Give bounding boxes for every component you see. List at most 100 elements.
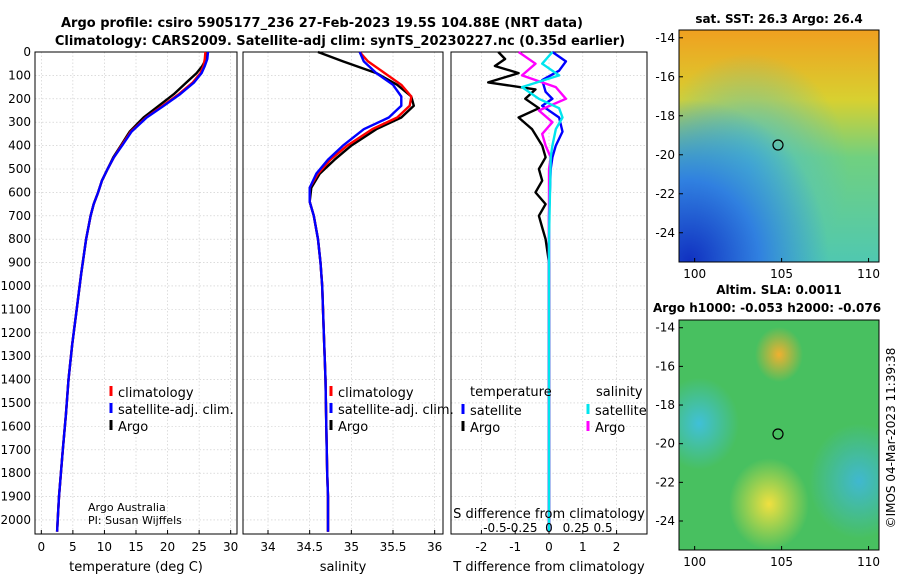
map-y-tick-label: -22 — [655, 475, 675, 489]
s-tick-label: 0.5 — [594, 521, 613, 535]
map-y-tick-label: -14 — [655, 31, 675, 45]
map-y-tick-label: -24 — [655, 514, 675, 528]
x-tick-label: 25 — [191, 540, 206, 554]
series-line-satellite-s — [520, 51, 564, 532]
x-tick-label: 36 — [427, 540, 442, 554]
sst-map — [678, 29, 880, 263]
x-axis-label: temperature (deg C) — [69, 560, 203, 575]
sla-map — [678, 319, 880, 551]
map-y-tick-label: -18 — [655, 398, 675, 412]
y-tick-label: 1500 — [0, 396, 31, 410]
legend-label: satellite-adj. clim. — [338, 403, 454, 418]
sla-argo-marker — [772, 428, 784, 440]
x-tick-label: -1 — [509, 540, 521, 554]
y-tick-label: 1400 — [0, 373, 31, 387]
series-line-argo — [308, 50, 415, 532]
timestamp: ©IMOS 04-Mar-2023 11:39:38 — [884, 348, 898, 529]
s-tick-label: 0 — [545, 521, 553, 535]
x-tick-label: 34.5 — [296, 540, 323, 554]
y-tick-label: 2000 — [0, 513, 31, 527]
s-tick-label: -0.25 — [506, 521, 537, 535]
sst-map-title: sat. SST: 26.3 Argo: 26.4 — [695, 12, 862, 26]
temperature-panel: 0100200300400500600700800900100011001200… — [0, 45, 238, 575]
y-tick-label: 1200 — [0, 326, 31, 340]
x-tick-label: 0 — [545, 540, 553, 554]
legend-header-salinity: salinity — [596, 385, 643, 400]
y-tick-label: 1100 — [0, 302, 31, 316]
y-tick-label: 300 — [8, 115, 31, 129]
x-tick-label: 30 — [223, 540, 238, 554]
legend-label: satellite-adj. clim. — [118, 403, 234, 418]
y-tick-label: 1800 — [0, 466, 31, 480]
map-y-tick-label: -14 — [655, 321, 675, 335]
x-tick-label: 0 — [37, 540, 45, 554]
x-axis-label-top: S difference from climatology — [453, 507, 645, 522]
series-line-argo-t — [487, 51, 551, 532]
map-x-tick-label: 100 — [683, 267, 706, 281]
legend-label: satellite — [595, 404, 647, 419]
series-line-argo-s — [517, 51, 568, 532]
axes-frame — [242, 51, 444, 535]
salinity-panel: 34 34.5 35 35.5 36 salinity climatology satelli… — [242, 50, 454, 575]
credit-line-2: PI: Susan Wijffels — [88, 514, 182, 527]
title-line-2: Climatology: CARS2009. Satellite-adj cli… — [55, 34, 625, 49]
map-y-tick-label: -16 — [655, 359, 675, 373]
sst-map-frame — [678, 29, 880, 263]
sla-map-axes: 100 105 110 -14 -16 -18 -20 -22 -24 — [655, 321, 880, 569]
y-tick-label: 0 — [23, 45, 31, 59]
difference-panel: -2 -1 0 1 2 T difference from climatology S di… — [450, 51, 648, 575]
map-x-tick-label: 110 — [857, 555, 880, 569]
y-tick-label: 500 — [8, 162, 31, 176]
legend-label: climatology — [118, 386, 194, 401]
series-line-climatology — [308, 51, 413, 532]
series-line-satellite-t — [541, 51, 568, 532]
x-tick-label: 35 — [344, 540, 359, 554]
s-tick-label: 0.25 — [563, 521, 590, 535]
y-tick-label: 400 — [8, 139, 31, 153]
sst-map-axes: 100 105 110 -14 -16 -18 -20 -22 -24 — [655, 31, 880, 281]
sst-argo-marker — [772, 139, 784, 151]
series-line-satellite-adj-clim- — [308, 51, 403, 532]
y-tick-label: 1900 — [0, 490, 31, 504]
x-tick-label: 20 — [160, 540, 175, 554]
map-x-tick-label: 110 — [857, 267, 880, 281]
map-y-tick-label: -22 — [655, 187, 675, 201]
sst-map-cold-region — [679, 30, 879, 262]
legend-label: satellite — [470, 404, 522, 419]
x-tick-label: 34 — [260, 540, 275, 554]
sla-map-title-1: Altim. SLA: 0.0011 — [716, 283, 842, 297]
x-axis-label: T difference from climatology — [452, 560, 645, 575]
y-tick-label: 700 — [8, 209, 31, 223]
y-tick-label: 1600 — [0, 419, 31, 433]
y-tick-label: 800 — [8, 232, 31, 246]
legend-label: Argo — [470, 421, 500, 436]
sla-map-frame — [678, 319, 880, 551]
y-tick-label: 600 — [8, 185, 31, 199]
map-y-tick-label: -18 — [655, 109, 675, 123]
x-tick-label: 5 — [69, 540, 77, 554]
legend-label: Argo — [118, 420, 148, 435]
x-tick-label: 10 — [97, 540, 112, 554]
map-y-tick-label: -16 — [655, 70, 675, 84]
y-tick-label: 900 — [8, 256, 31, 270]
legend-label: climatology — [338, 386, 414, 401]
map-y-tick-label: -20 — [655, 437, 675, 451]
s-tick-label: -0.5 — [483, 521, 506, 535]
x-tick-label: 35.5 — [380, 540, 407, 554]
map-x-tick-label: 100 — [683, 555, 706, 569]
x-tick-label: 15 — [128, 540, 143, 554]
map-y-tick-label: -20 — [655, 148, 675, 162]
map-x-tick-label: 105 — [770, 267, 793, 281]
y-tick-label: 200 — [8, 92, 31, 106]
map-y-tick-label: -24 — [655, 226, 675, 240]
legend-label: Argo — [338, 420, 368, 435]
y-tick-label: 1000 — [0, 279, 31, 293]
sla-map-title-2: Argo h1000: -0.053 h2000: -0.076 — [653, 301, 881, 315]
y-tick-label: 1700 — [0, 443, 31, 457]
legend-header-temperature: temperature — [470, 385, 552, 400]
title-line-1: Argo profile: csiro 5905177_236 27-Feb-2… — [61, 16, 583, 31]
sla-map-high-north — [679, 320, 879, 550]
x-tick-label: 1 — [579, 540, 587, 554]
x-tick-label: -2 — [475, 540, 487, 554]
